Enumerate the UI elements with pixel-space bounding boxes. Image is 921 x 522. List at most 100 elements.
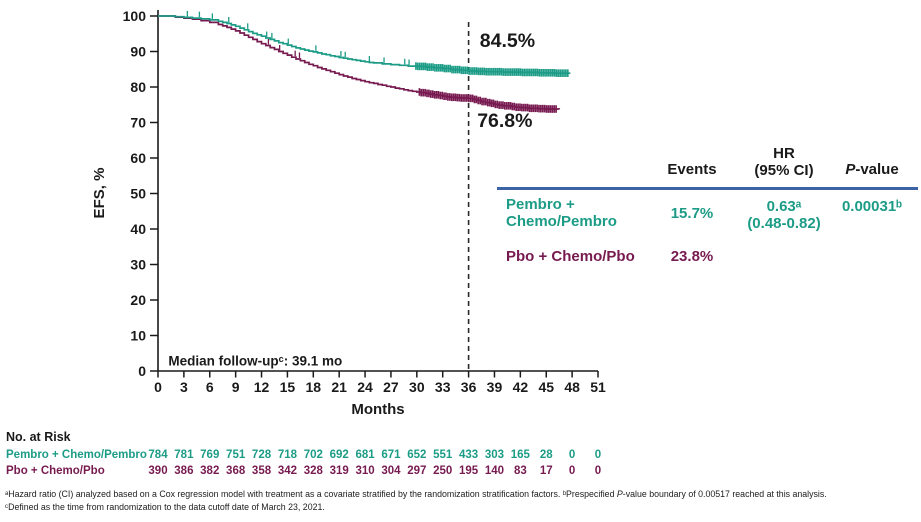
y-tick-label: 70 bbox=[130, 115, 146, 131]
y-tick-label: 80 bbox=[130, 79, 146, 95]
at-risk-row: Pembro + Chemo/Pembro 784 781 769 751 728 718 7… bbox=[0, 449, 921, 463]
at-risk-count: 368 bbox=[226, 464, 246, 477]
x-tick-label: 30 bbox=[409, 379, 425, 395]
x-tick-label: 21 bbox=[331, 379, 347, 395]
x-tick-label: 48 bbox=[564, 379, 580, 395]
row-pembro-events: 15.7% bbox=[670, 205, 714, 222]
x-tick-label: 3 bbox=[180, 379, 188, 395]
x-tick-label: 51 bbox=[590, 379, 606, 395]
row-pembro-name-line1: Pembro + bbox=[506, 196, 575, 213]
row-pembro-name: Pembro + Chemo/Pembro bbox=[506, 196, 676, 230]
x-tick-label: 33 bbox=[435, 379, 451, 395]
row-pbo-name: Pbo + Chemo/Pbo bbox=[506, 248, 635, 265]
pvalue-italic-p: P bbox=[845, 161, 856, 178]
x-tick-label: 6 bbox=[206, 379, 214, 395]
at-risk-count: 0 bbox=[594, 464, 602, 477]
footnote1-italic-p: P bbox=[616, 489, 623, 499]
x-axis-title: Months bbox=[351, 401, 404, 418]
footnote-line1: ᵃHazard ratio (CI) analyzed based on a C… bbox=[5, 488, 917, 501]
survival-rate-label-maroon: 76.8% bbox=[477, 110, 532, 132]
footnote1-part1: ᵃHazard ratio (CI) analyzed based on a C… bbox=[5, 489, 617, 499]
y-tick-label: 90 bbox=[130, 44, 146, 60]
at-risk-count: 0 bbox=[594, 449, 602, 461]
at-risk-count: 303 bbox=[484, 449, 505, 461]
row-pembro-hr-line2: (0.48-0.82) bbox=[747, 214, 821, 232]
at-risk-count: 0 bbox=[568, 449, 576, 461]
at-risk-count: 551 bbox=[433, 449, 453, 461]
footnote1-part3: -value boundary of 0.00517 reached at th… bbox=[622, 489, 827, 499]
x-tick-label: 0 bbox=[154, 379, 162, 395]
at-risk-count: 342 bbox=[277, 464, 297, 477]
footnote-line2: ᶜDefined as the time from randomization … bbox=[5, 501, 325, 512]
at-risk-count: 681 bbox=[355, 449, 375, 461]
at-risk-count: 165 bbox=[510, 449, 530, 461]
y-tick-label: 30 bbox=[130, 257, 146, 273]
at-risk-count: 382 bbox=[200, 464, 220, 477]
at-risk-count: 328 bbox=[303, 464, 323, 477]
y-tick-label: 100 bbox=[123, 8, 147, 24]
x-tick-label: 45 bbox=[538, 379, 554, 395]
x-tick-label: 39 bbox=[487, 379, 503, 395]
at-risk-row-name: Pembro + Chemo/Pembro bbox=[6, 449, 147, 461]
at-risk-count: 297 bbox=[407, 464, 427, 477]
table-header-hr: HR (95% CI) bbox=[729, 145, 839, 179]
at-risk-count: 702 bbox=[303, 449, 323, 461]
at-risk-count: 17 bbox=[539, 464, 553, 477]
at-risk-count: 28 bbox=[539, 449, 553, 461]
at-risk-count: 319 bbox=[329, 464, 349, 477]
at-risk-count: 250 bbox=[433, 464, 453, 477]
at-risk-count: 195 bbox=[458, 464, 479, 477]
table-header-events: Events bbox=[667, 161, 717, 178]
survival-rate-label-teal: 84.5% bbox=[480, 30, 535, 52]
at-risk-count: 784 bbox=[148, 449, 168, 461]
x-tick-label: 9 bbox=[232, 379, 240, 395]
table-header-hr-line2: (95% CI) bbox=[754, 162, 814, 179]
y-tick-label: 60 bbox=[130, 150, 146, 166]
at-risk-count: 310 bbox=[355, 464, 375, 477]
at-risk-count: 652 bbox=[407, 449, 427, 461]
at-risk-row-name: Pbo + Chemo/Pbo bbox=[6, 464, 105, 477]
at-risk-count: 781 bbox=[174, 449, 194, 461]
at-risk-count: 358 bbox=[251, 464, 272, 477]
y-tick-label: 0 bbox=[138, 363, 146, 379]
at-risk-count: 386 bbox=[174, 464, 194, 477]
pvalue-rest: -value bbox=[855, 161, 899, 178]
table-header-rule bbox=[497, 187, 918, 190]
at-risk-count: 769 bbox=[200, 449, 220, 461]
at-risk-count: 671 bbox=[381, 449, 401, 461]
at-risk-count: 304 bbox=[381, 464, 401, 477]
x-tick-label: 18 bbox=[306, 379, 322, 395]
at-risk-count: 390 bbox=[148, 464, 168, 477]
at-risk-count: 0 bbox=[568, 464, 576, 477]
x-tick-label: 15 bbox=[280, 379, 296, 395]
at-risk-count: 728 bbox=[251, 449, 272, 461]
at-risk-count: 751 bbox=[226, 449, 246, 461]
y-tick-label: 20 bbox=[130, 292, 146, 308]
at-risk-count: 433 bbox=[458, 449, 479, 461]
table-header-pvalue: P-value bbox=[822, 161, 921, 178]
row-pbo-events: 23.8% bbox=[670, 248, 714, 265]
at-risk-row: Pbo + Chemo/Pbo 390 386 382 368 358 342 328 319 3… bbox=[0, 465, 921, 479]
y-tick-label: 50 bbox=[130, 186, 146, 202]
row-pembro-pvalue: 0.00031ᵇ bbox=[841, 198, 903, 215]
row-pembro-hr-line1: 0.63ᵃ bbox=[766, 198, 802, 215]
table-header-hr-line1: HR bbox=[773, 145, 795, 162]
x-tick-label: 42 bbox=[513, 379, 529, 395]
x-tick-label: 24 bbox=[357, 379, 373, 395]
at-risk-count: 692 bbox=[329, 449, 349, 461]
at-risk-title: No. at Risk bbox=[6, 430, 71, 444]
median-followup-note: Median follow-upᶜ: 39.1 mo bbox=[168, 353, 342, 368]
at-risk-count: 83 bbox=[513, 464, 527, 477]
x-tick-label: 36 bbox=[461, 379, 477, 395]
row-pembro-name-line2: Chemo/Pembro bbox=[506, 212, 617, 230]
at-risk-count: 140 bbox=[484, 464, 505, 477]
x-tick-label: 27 bbox=[383, 379, 399, 395]
y-tick-label: 10 bbox=[130, 328, 146, 344]
at-risk-count: 718 bbox=[277, 449, 297, 461]
row-pembro-hr: 0.63ᵃ (0.48-0.82) bbox=[729, 198, 839, 232]
x-tick-label: 12 bbox=[254, 379, 270, 395]
footnotes: ᵃHazard ratio (CI) analyzed based on a C… bbox=[5, 488, 917, 514]
y-axis-title: EFS, % bbox=[91, 168, 108, 219]
